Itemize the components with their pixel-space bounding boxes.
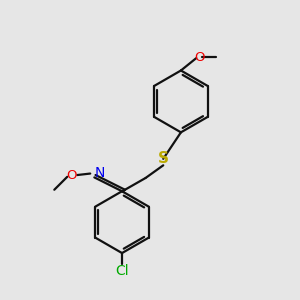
Text: O: O — [194, 51, 204, 64]
Text: N: N — [94, 166, 104, 180]
Text: O: O — [67, 169, 77, 182]
Text: S: S — [158, 151, 169, 166]
Text: Cl: Cl — [115, 264, 129, 278]
